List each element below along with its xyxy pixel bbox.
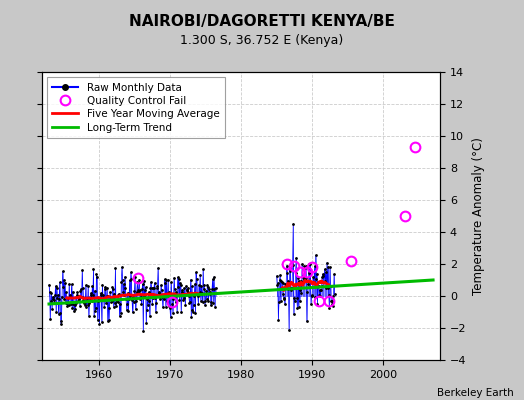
Text: 1.300 S, 36.752 E (Kenya): 1.300 S, 36.752 E (Kenya)	[180, 34, 344, 47]
Text: NAIROBI/DAGORETTI KENYA/BE: NAIROBI/DAGORETTI KENYA/BE	[129, 14, 395, 29]
Text: Berkeley Earth: Berkeley Earth	[437, 388, 514, 398]
Y-axis label: Temperature Anomaly (°C): Temperature Anomaly (°C)	[472, 137, 485, 295]
Legend: Raw Monthly Data, Quality Control Fail, Five Year Moving Average, Long-Term Tren: Raw Monthly Data, Quality Control Fail, …	[47, 77, 225, 138]
